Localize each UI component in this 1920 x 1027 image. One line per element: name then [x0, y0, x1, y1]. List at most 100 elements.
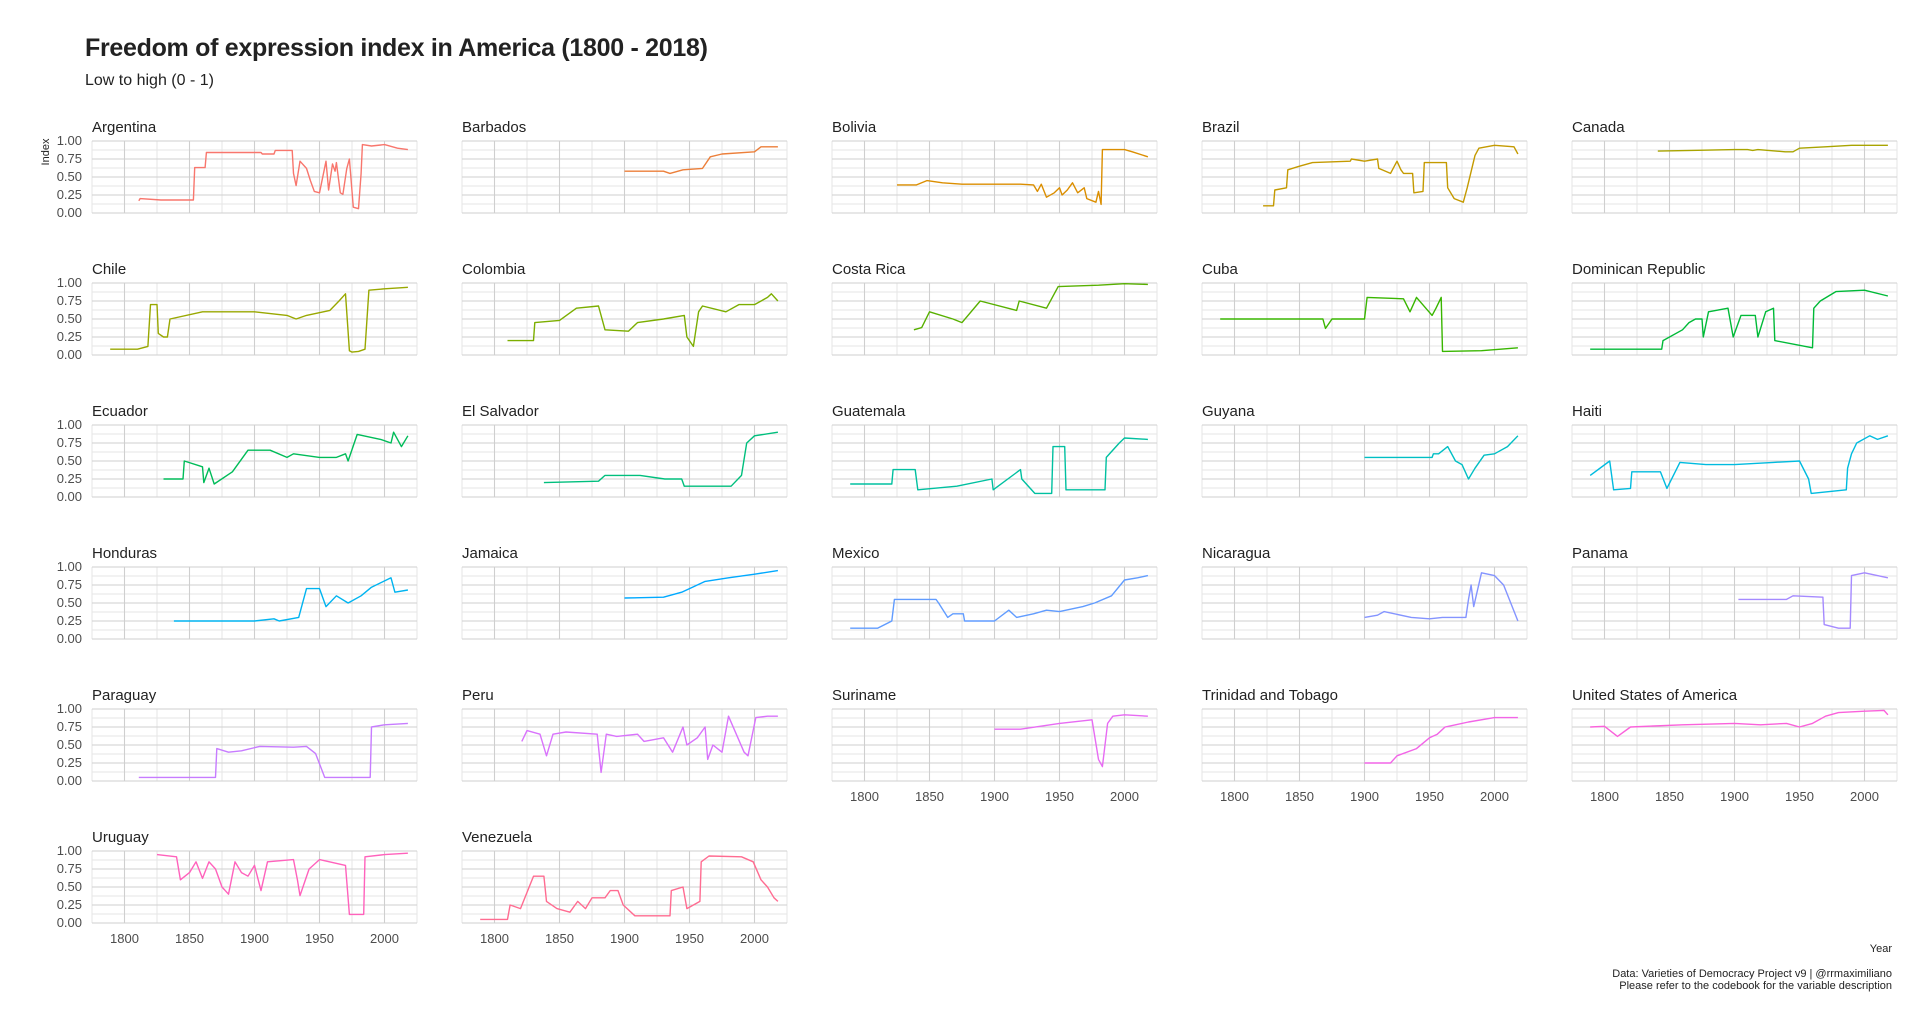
- y-tick-label: 1.00: [57, 701, 82, 716]
- series-line: [1738, 572, 1889, 629]
- facet-panel: Chile 0.00 0.25 0.50 0.75 1.00: [57, 261, 418, 362]
- facet-title: Jamaica: [462, 545, 519, 562]
- facet-panel: Nicaragua: [1201, 545, 1528, 640]
- series-line: [521, 715, 778, 774]
- y-tick-label: 0.50: [57, 169, 82, 184]
- facet-title: Panama: [1572, 545, 1629, 562]
- facet-panel: Canada: [1571, 119, 1898, 214]
- y-tick-label: 0.50: [57, 879, 82, 894]
- facet-panel: El Salvador: [461, 403, 788, 498]
- facet-panel: Brazil: [1201, 119, 1528, 214]
- x-axis-label: Year: [1869, 943, 1892, 955]
- series-line: [480, 855, 779, 921]
- facet-title: Peru: [462, 687, 494, 704]
- series-line: [138, 143, 408, 210]
- facet-title: Honduras: [92, 545, 157, 562]
- series-line: [163, 431, 409, 485]
- x-tick-label: 1950: [1045, 789, 1074, 804]
- y-tick-label: 0.00: [57, 631, 82, 646]
- y-tick-label: 1.00: [57, 843, 82, 858]
- facet-title: Paraguay: [92, 687, 157, 704]
- facet-panel: Barbados: [461, 119, 788, 214]
- x-tick-label: 1800: [1220, 789, 1249, 804]
- series-line: [1657, 144, 1888, 153]
- facet-title: Haiti: [1572, 403, 1602, 420]
- facet-title: Dominican Republic: [1572, 261, 1706, 278]
- series-line: [1220, 296, 1518, 353]
- y-tick-label: 0.25: [57, 187, 82, 202]
- y-tick-label: 0.25: [57, 471, 82, 486]
- series-line: [1589, 435, 1889, 495]
- y-tick-label: 0.50: [57, 311, 82, 326]
- facet-panel: Honduras 0.00 0.25 0.50 0.75 1.00: [57, 545, 418, 646]
- x-tick-label: 2000: [1480, 789, 1509, 804]
- y-tick-label: 0.75: [57, 151, 82, 166]
- series-line: [156, 852, 408, 916]
- y-tick-label: 1.00: [57, 275, 82, 290]
- series-line: [543, 431, 779, 487]
- series-line: [507, 293, 779, 348]
- series-line: [1590, 289, 1889, 350]
- x-tick-label: 1900: [610, 931, 639, 946]
- x-tick-label: 1950: [305, 931, 334, 946]
- y-tick-label: 0.50: [57, 595, 82, 610]
- facet-title: Mexico: [832, 545, 880, 562]
- facet-title: El Salvador: [462, 403, 539, 420]
- facet-title: Colombia: [462, 261, 526, 278]
- x-tick-label: 2000: [370, 931, 399, 946]
- facet-panel: Dominican Republic: [1571, 261, 1898, 356]
- x-tick-label: 1850: [915, 789, 944, 804]
- caption-line: Please refer to the codebook for the var…: [1619, 980, 1892, 992]
- y-tick-label: 0.25: [57, 329, 82, 344]
- x-tick-label: 1900: [240, 931, 269, 946]
- facet-panel: Guatemala: [831, 403, 1158, 498]
- facet-panel: Mexico: [831, 545, 1158, 640]
- facet-panel: United States of America 1800 1850 1900 1950…: [1571, 687, 1898, 804]
- x-tick-label: 2000: [1110, 789, 1139, 804]
- y-tick-label: 0.75: [57, 861, 82, 876]
- facet-panel: Peru: [461, 687, 788, 782]
- y-tick-label: 0.75: [57, 577, 82, 592]
- x-tick-label: 1800: [110, 931, 139, 946]
- caption-line: Data: Varieties of Democracy Project v9 …: [1612, 968, 1892, 980]
- facet-title: Suriname: [832, 687, 896, 704]
- series-line: [1364, 716, 1518, 764]
- y-tick-label: 0.25: [57, 755, 82, 770]
- facet-panel: Haiti: [1571, 403, 1898, 498]
- series-line: [913, 283, 1148, 331]
- facet-title: Guatemala: [832, 403, 906, 420]
- facet-title: United States of America: [1572, 687, 1738, 704]
- facet-panel: Panama: [1571, 545, 1898, 640]
- facet-title: Brazil: [1202, 119, 1240, 136]
- series-line: [173, 577, 409, 622]
- facet-title: Cuba: [1202, 261, 1239, 278]
- facet-panel: Guyana: [1201, 403, 1528, 498]
- y-tick-label: 0.00: [57, 773, 82, 788]
- x-tick-label: 1850: [1655, 789, 1684, 804]
- x-tick-label: 1850: [545, 931, 574, 946]
- x-tick-label: 1900: [980, 789, 1009, 804]
- facet-title: Argentina: [92, 119, 157, 136]
- x-tick-label: 1800: [480, 931, 509, 946]
- facet-panel: Colombia: [461, 261, 788, 356]
- facet-panel: Suriname 1800 1850 1900 1950 2000: [831, 687, 1158, 804]
- series-line: [1590, 709, 1889, 738]
- facet-title: Trinidad and Tobago: [1202, 687, 1338, 704]
- series-line: [138, 722, 408, 779]
- facet-panel: Trinidad and Tobago 1800 1850 1900 1950 2000: [1201, 687, 1528, 804]
- facet-title: Barbados: [462, 119, 526, 136]
- facet-title: Uruguay: [92, 829, 149, 846]
- chart-caption: Data: Varieties of Democracy Project v9 …: [1612, 968, 1892, 992]
- series-line: [110, 286, 408, 353]
- series-line: [897, 148, 1149, 206]
- x-tick-label: 1950: [1785, 789, 1814, 804]
- y-axis-label: Index: [40, 138, 52, 165]
- facet-panel: Uruguay 0.00 0.25 0.50 0.75 1.00 1800 1850 1900 1…: [57, 829, 418, 946]
- x-tick-label: 1850: [175, 931, 204, 946]
- x-tick-label: 1850: [1285, 789, 1314, 804]
- x-tick-label: 1800: [850, 789, 879, 804]
- facet-panel: Cuba: [1201, 261, 1528, 356]
- x-tick-label: 1900: [1350, 789, 1379, 804]
- y-tick-label: 1.00: [57, 417, 82, 432]
